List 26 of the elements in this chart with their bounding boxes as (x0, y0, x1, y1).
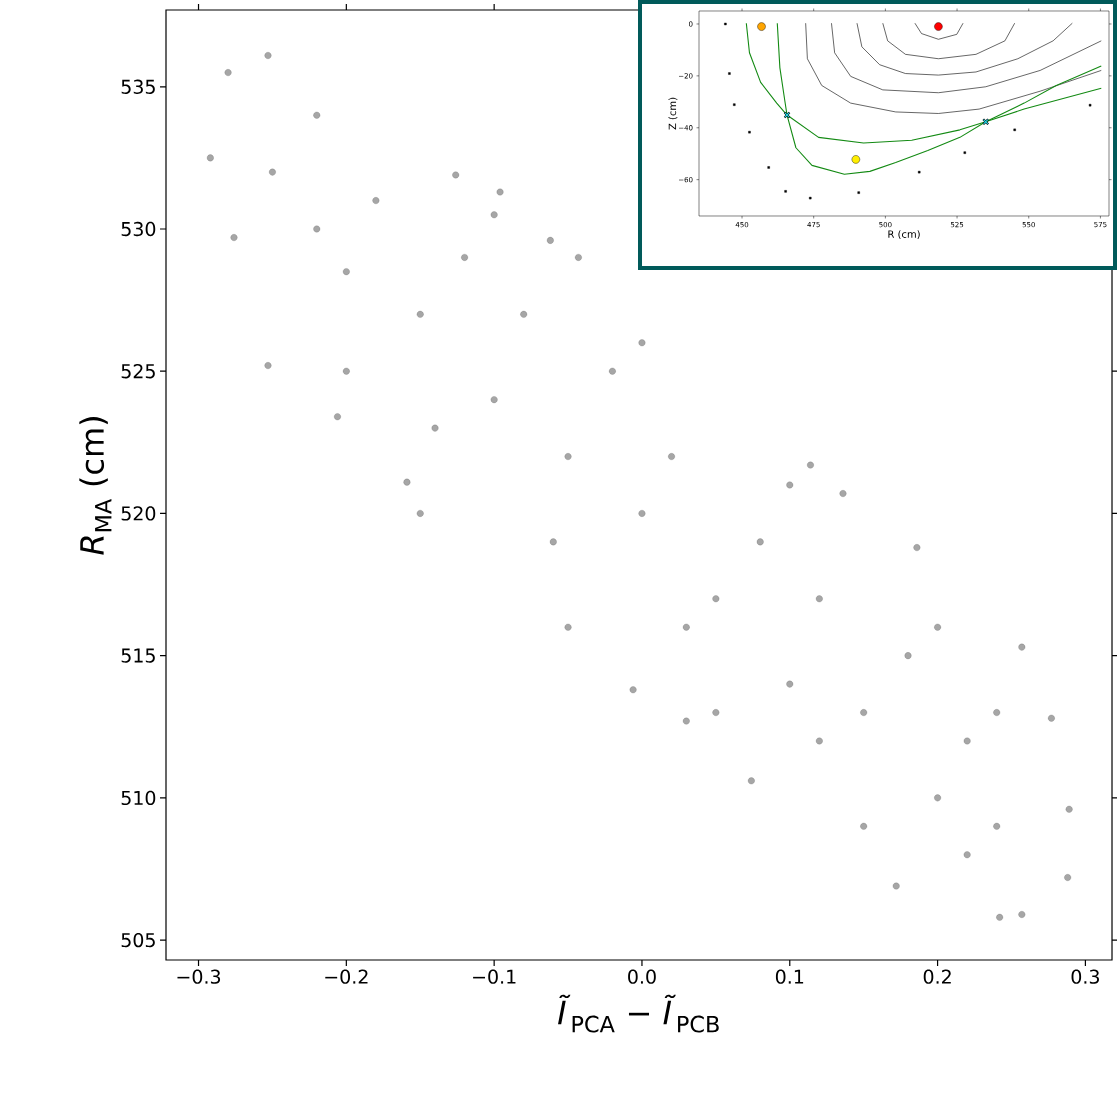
x-tick-label: −0.2 (325, 969, 368, 984)
x-tick-label: −0.3 (177, 969, 221, 984)
y-tick-label: 535 (121, 79, 155, 94)
line-series (831, 22, 1102, 94)
x-tick-label: 0.3 (1071, 969, 1099, 984)
x-tick-label: −0.1 (473, 969, 516, 984)
y-tick-label: 505 (121, 932, 155, 948)
line-series (805, 22, 1102, 114)
x-tick-label: 0.1 (775, 969, 804, 984)
y-tick-label: 510 (121, 790, 156, 806)
x-axis-title: Ĩ$_{PCA}$ − Ĩ$_{PCB}$ (558, 994, 719, 1033)
y-axis-title: R$_{MA}$ (cm) (79, 417, 112, 555)
point (934, 22, 943, 31)
y-tick-label: 525 (121, 364, 155, 379)
point (757, 22, 766, 31)
point (851, 155, 861, 164)
x-tick-label: 0.0 (628, 969, 656, 984)
y-tick-label: 520 (121, 506, 156, 521)
y-tick-label: 515 (121, 648, 155, 663)
x-tick-label: 0.2 (923, 969, 951, 984)
line-series (856, 22, 1073, 76)
line-series (882, 22, 1015, 60)
y-tick-label: 530 (121, 221, 156, 237)
line-series (914, 22, 964, 40)
y-axis-title: Z (cm) (668, 97, 678, 130)
x-axis-title: R (cm) (888, 230, 920, 240)
